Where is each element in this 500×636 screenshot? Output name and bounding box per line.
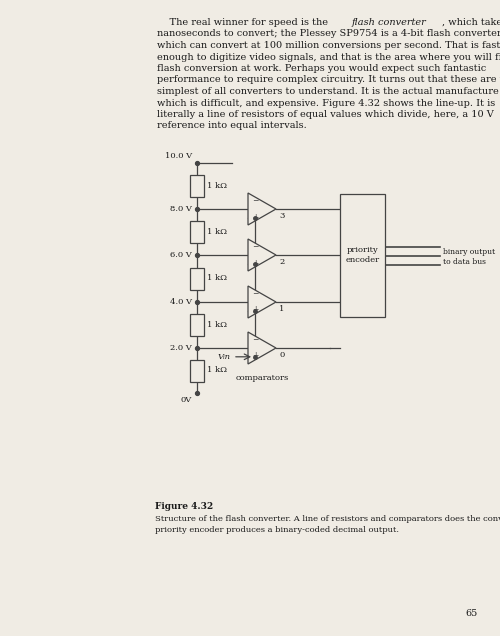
Text: The real winner for speed is the: The real winner for speed is the [157, 18, 331, 27]
Text: performance to require complex circuitry. It turns out that these are the: performance to require complex circuitry… [157, 76, 500, 85]
Text: 2.0 V: 2.0 V [170, 344, 192, 352]
Text: 0V: 0V [181, 396, 192, 404]
Text: Vᵢn: Vᵢn [218, 353, 231, 361]
Text: 4.0 V: 4.0 V [170, 298, 192, 306]
Polygon shape [248, 286, 276, 318]
Text: +: + [252, 212, 258, 221]
Text: −: − [252, 197, 258, 205]
Text: 65: 65 [466, 609, 478, 618]
Text: 6.0 V: 6.0 V [170, 251, 192, 259]
Bar [190, 314, 204, 336]
Text: encoder: encoder [346, 256, 380, 265]
Text: 1 kΩ: 1 kΩ [207, 366, 227, 375]
Bar [190, 175, 204, 197]
Text: flash conversion at work. Perhaps you would expect such fantastic: flash conversion at work. Perhaps you wo… [157, 64, 486, 73]
Polygon shape [248, 332, 276, 364]
Text: which can convert at 100 million conversions per second. That is fast: which can convert at 100 million convers… [157, 41, 500, 50]
Text: which is difficult, and expensive. Figure 4.32 shows the line-up. It is: which is difficult, and expensive. Figur… [157, 99, 495, 107]
Text: 1 kΩ: 1 kΩ [207, 275, 227, 282]
Bar [340, 194, 385, 317]
Text: +: + [252, 258, 258, 268]
Text: 1 kΩ: 1 kΩ [207, 182, 227, 190]
Text: to data bus: to data bus [443, 258, 486, 265]
Bar [190, 221, 204, 243]
Text: 0: 0 [279, 351, 284, 359]
Text: nanoseconds to convert; the Plessey SP9754 is a 4-bit flash converter: nanoseconds to convert; the Plessey SP97… [157, 29, 500, 39]
Text: 3: 3 [279, 212, 284, 220]
Polygon shape [248, 193, 276, 225]
Text: priority: priority [346, 247, 378, 254]
Bar [190, 359, 204, 382]
Text: simplest of all converters to understand. It is the actual manufacture: simplest of all converters to understand… [157, 87, 499, 96]
Text: −: − [252, 336, 258, 345]
Text: literally a line of resistors of equal values which divide, here, a 10 V: literally a line of resistors of equal v… [157, 110, 494, 119]
Text: −: − [252, 289, 258, 298]
Text: 1 kΩ: 1 kΩ [207, 321, 227, 329]
Text: 1: 1 [279, 305, 284, 313]
Text: +: + [252, 352, 258, 361]
Text: Figure 4.32: Figure 4.32 [155, 502, 213, 511]
Text: 2: 2 [279, 258, 284, 266]
Text: 1 kΩ: 1 kΩ [207, 228, 227, 236]
Bar [190, 268, 204, 289]
Text: priority encoder produces a binary-coded decimal output.: priority encoder produces a binary-coded… [155, 526, 399, 534]
Text: comparators: comparators [236, 374, 288, 382]
Text: reference into equal intervals.: reference into equal intervals. [157, 121, 307, 130]
Text: 8.0 V: 8.0 V [170, 205, 192, 213]
Text: −: − [252, 242, 258, 251]
Text: flash converter: flash converter [352, 18, 427, 27]
Text: Structure of the flash converter. A line of resistors and comparators does the c: Structure of the flash converter. A line… [155, 515, 500, 523]
Text: binary output: binary output [443, 247, 495, 256]
Text: +: + [252, 305, 258, 314]
Text: , which takes only: , which takes only [442, 18, 500, 27]
Text: enough to digitize video signals, and that is the area where you will find: enough to digitize video signals, and th… [157, 53, 500, 62]
Text: 10.0 V: 10.0 V [165, 152, 192, 160]
Polygon shape [248, 239, 276, 271]
